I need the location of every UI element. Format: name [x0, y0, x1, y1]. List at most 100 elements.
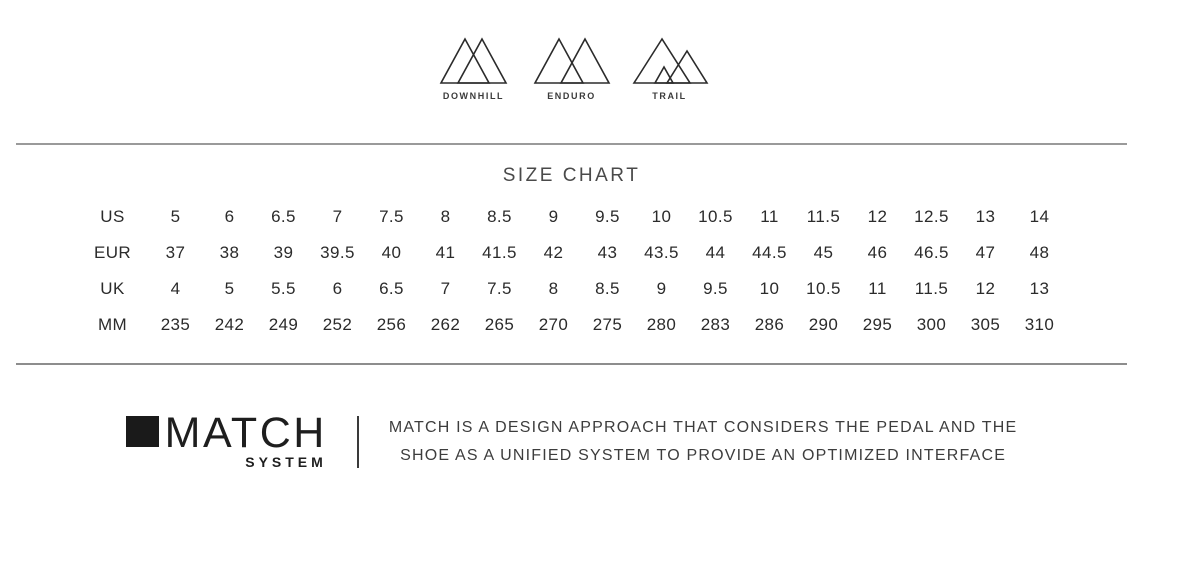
size-value-cell: 10.5 [698, 207, 733, 226]
size-value-cell: 9 [656, 279, 667, 298]
size-chart-row: EUR 37 38 39 39.5 40 41 41.5 42 43 43.5 44 44.5 45 46 4… [77, 235, 1067, 271]
size-value-cell: 46 [867, 243, 888, 262]
size-value-cell: 45 [813, 243, 834, 262]
size-value-cell: 300 [916, 315, 947, 334]
match-system-section: MATCH SYSTEM MATCH IS A DESIGN APPROACH … [16, 409, 1127, 471]
size-row-label: MM [97, 315, 128, 334]
size-value-cell: 11.5 [914, 279, 949, 298]
bottom-divider [16, 363, 1127, 365]
size-value-cell: 5.5 [271, 279, 296, 298]
size-value-cell: 6.5 [271, 207, 296, 226]
page-content: DOWNHILL ENDURO TRAIL SIZE CHART US 5 6 6.5… [16, 0, 1127, 470]
category-label-downhill: DOWNHILL [442, 91, 505, 101]
size-value-cell: 252 [322, 315, 353, 334]
size-chart-table: US 5 6 6.5 7 7.5 8 8.5 9 9.5 10 10.5 11 11.5 12 12.5 13 1… [77, 199, 1067, 343]
size-value-cell: 275 [592, 315, 623, 334]
size-value-cell: 6.5 [379, 279, 404, 298]
category-label-enduro: ENDURO [547, 91, 596, 101]
size-value-cell: 310 [1024, 315, 1055, 334]
size-value-cell: 42 [543, 243, 564, 262]
brand-subtitle: SYSTEM [245, 454, 327, 470]
size-value-cell: 48 [1029, 243, 1050, 262]
size-value-cell: 43 [597, 243, 618, 262]
size-value-cell: 283 [700, 315, 731, 334]
size-chart-row: MM 235 242 249 252 256 262 265 270 275 280 283 286 29… [77, 307, 1067, 343]
category-downhill: DOWNHILL [435, 36, 513, 101]
match-description-line2: SHOE AS A UNIFIED SYSTEM TO PROVIDE AN O… [400, 446, 1007, 464]
size-value-cell: 6 [224, 207, 235, 226]
size-row-label: US [100, 207, 125, 226]
size-value-cell: 12 [867, 207, 888, 226]
match-description-line1: MATCH IS A DESIGN APPROACH THAT CONSIDER… [388, 418, 1018, 436]
size-value-cell: 4 [170, 279, 181, 298]
size-value-cell: 286 [754, 315, 785, 334]
logo-square-icon [125, 416, 159, 447]
size-value-cell: 8 [548, 279, 559, 298]
size-value-cell: 40 [381, 243, 402, 262]
size-value-cell: 256 [376, 315, 407, 334]
size-value-cell: 280 [646, 315, 677, 334]
size-value-cell: 11.5 [806, 207, 841, 226]
size-value-cell: 235 [160, 315, 191, 334]
size-value-cell: 12.5 [914, 207, 949, 226]
size-value-cell: 5 [224, 279, 235, 298]
size-value-cell: 9 [548, 207, 559, 226]
size-chart-title: SIZE CHART [502, 165, 641, 186]
size-value-cell: 38 [219, 243, 240, 262]
vertical-divider [356, 415, 359, 468]
size-value-cell: 9.5 [595, 207, 620, 226]
size-value-cell: 5 [170, 207, 181, 226]
size-value-cell: 7 [440, 279, 451, 298]
size-value-cell: 295 [862, 315, 893, 334]
size-value-cell: 7 [332, 207, 343, 226]
brand-name: MATCH [164, 409, 327, 457]
size-value-cell: 9.5 [703, 279, 728, 298]
size-value-cell: 262 [430, 315, 461, 334]
size-row-label: UK [100, 279, 125, 298]
size-value-cell: 46.5 [914, 243, 949, 262]
size-value-cell: 305 [970, 315, 1001, 334]
top-divider [16, 143, 1127, 145]
match-description: MATCH IS A DESIGN APPROACH THAT CONSIDER… [389, 414, 1018, 470]
size-value-cell: 8 [440, 207, 451, 226]
size-value-cell: 6 [332, 279, 343, 298]
category-icons-section: DOWNHILL ENDURO TRAIL [16, 0, 1127, 101]
category-label-trail: TRAIL [652, 91, 687, 101]
size-value-cell: 43.5 [644, 243, 679, 262]
size-value-cell: 39.5 [320, 243, 355, 262]
size-value-cell: 41.5 [482, 243, 517, 262]
size-value-cell: 7.5 [487, 279, 512, 298]
size-value-cell: 47 [975, 243, 996, 262]
category-enduro: ENDURO [533, 36, 611, 101]
size-value-cell: 265 [484, 315, 515, 334]
size-value-cell: 14 [1029, 207, 1050, 226]
size-value-cell: 7.5 [379, 207, 404, 226]
size-chart-row: US 5 6 6.5 7 7.5 8 8.5 9 9.5 10 10.5 11 11.5 12 12.5 13 1… [77, 199, 1067, 235]
size-value-cell: 44.5 [752, 243, 787, 262]
match-system-logo: MATCH SYSTEM [125, 409, 327, 471]
size-value-cell: 11 [868, 279, 887, 298]
trail-mountains-icon [632, 37, 708, 84]
size-value-cell: 270 [538, 315, 569, 334]
size-value-cell: 8.5 [595, 279, 620, 298]
size-value-cell: 12 [975, 279, 996, 298]
size-value-cell: 37 [165, 243, 186, 262]
size-value-cell: 11 [760, 207, 779, 226]
size-value-cell: 44 [705, 243, 726, 262]
size-value-cell: 10 [759, 279, 780, 298]
size-value-cell: 39 [273, 243, 294, 262]
size-row-label: EUR [93, 243, 132, 262]
size-value-cell: 249 [268, 315, 299, 334]
size-chart-row: UK 4 5 5.5 6 6.5 7 7.5 8 8.5 9 9.5 10 10.5 11 11.5 12 13 [77, 271, 1067, 307]
enduro-mountains-icon [533, 37, 610, 84]
size-value-cell: 13 [975, 207, 996, 226]
downhill-mountains-icon [439, 37, 507, 84]
size-value-cell: 8.5 [487, 207, 512, 226]
brand-text-block: MATCH SYSTEM [164, 409, 327, 471]
size-value-cell: 41 [435, 243, 456, 262]
category-trail: TRAIL [631, 36, 709, 101]
size-value-cell: 13 [1029, 279, 1050, 298]
size-value-cell: 290 [808, 315, 839, 334]
size-value-cell: 10 [651, 207, 672, 226]
size-value-cell: 242 [214, 315, 245, 334]
